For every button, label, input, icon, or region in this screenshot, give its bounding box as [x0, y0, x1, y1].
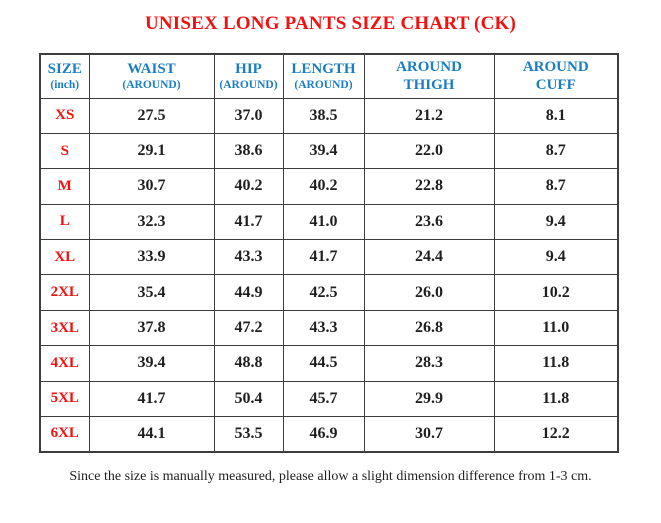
- measurement-cell: 33.9: [88, 239, 215, 276]
- measurement-cell: 21.2: [363, 97, 495, 134]
- size-label-cell: 2XL: [39, 274, 90, 311]
- measurement-cell: 29.1: [88, 132, 215, 170]
- col-header-length-line2: (AROUND): [294, 78, 353, 91]
- measurement-cell: 30.7: [363, 416, 495, 453]
- measurement-cell: 11.8: [493, 380, 619, 418]
- measurement-cell: 22.0: [363, 132, 495, 170]
- measurement-cell: 29.9: [363, 380, 495, 418]
- measurement-cell: 42.5: [282, 274, 365, 311]
- measurement-cell: 10.2: [493, 274, 619, 311]
- measurement-cell: 41.0: [282, 203, 365, 241]
- col-header-hip: HIP (AROUND): [213, 53, 284, 99]
- size-label-cell: 4XL: [39, 345, 90, 382]
- col-header-waist: WAIST (AROUND): [88, 53, 215, 99]
- table-row: 4XL 39.4 48.8 44.5 28.3 11.8: [39, 345, 619, 382]
- table-row: XL 33.9 43.3 41.7 24.4 9.4: [39, 239, 619, 276]
- measurement-cell: 41.7: [88, 380, 215, 418]
- header-row: SIZE (inch) WAIST (AROUND) HIP (AROUND) …: [39, 53, 619, 99]
- table-row: 2XL 35.4 44.9 42.5 26.0 10.2: [39, 274, 619, 311]
- size-label-cell: 3XL: [39, 309, 90, 347]
- size-label-cell: 5XL: [39, 380, 90, 418]
- measurement-cell: 9.4: [493, 239, 619, 276]
- col-header-hip-line2: (AROUND): [219, 78, 278, 91]
- measurement-cell: 38.6: [213, 132, 284, 170]
- measurement-cell: 28.3: [363, 345, 495, 382]
- col-header-length-line1: LENGTH: [291, 60, 356, 77]
- col-header-around-cuff-line2: CUFF: [535, 77, 576, 94]
- size-chart-table: SIZE (inch) WAIST (AROUND) HIP (AROUND) …: [39, 53, 619, 453]
- col-header-around-thigh-line2: THIGH: [403, 77, 455, 94]
- size-label-cell: S: [39, 132, 90, 170]
- measurement-cell: 8.7: [493, 132, 619, 170]
- measurement-cell: 23.6: [363, 203, 495, 241]
- measurement-cell: 50.4: [213, 380, 284, 418]
- size-label-cell: M: [39, 168, 90, 205]
- col-header-around-thigh-line1: AROUND: [396, 58, 462, 75]
- measurement-cell: 39.4: [88, 345, 215, 382]
- measurement-cell: 43.3: [213, 239, 284, 276]
- table-row: S 29.1 38.6 39.4 22.0 8.7: [39, 132, 619, 170]
- size-label-cell: XS: [39, 97, 90, 134]
- col-header-size-line1: SIZE: [47, 60, 82, 77]
- table-row: 6XL 44.1 53.5 46.9 30.7 12.2: [39, 416, 619, 453]
- measurement-cell: 30.7: [88, 168, 215, 205]
- col-header-around-cuff: AROUND CUFF: [493, 53, 619, 99]
- measurement-cell: 9.4: [493, 203, 619, 241]
- measurement-cell: 39.4: [282, 132, 365, 170]
- measurement-cell: 37.8: [88, 309, 215, 347]
- measurement-cell: 8.7: [493, 168, 619, 205]
- measurement-cell: 43.3: [282, 309, 365, 347]
- col-header-waist-line2: (AROUND): [122, 78, 181, 91]
- size-label-cell: L: [39, 203, 90, 241]
- measurement-cell: 32.3: [88, 203, 215, 241]
- col-header-around-thigh: AROUND THIGH: [363, 53, 495, 99]
- table-row: XS 27.5 37.0 38.5 21.2 8.1: [39, 97, 619, 134]
- col-header-size: SIZE (inch): [39, 53, 90, 99]
- measurement-cell: 44.9: [213, 274, 284, 311]
- table-row: M 30.7 40.2 40.2 22.8 8.7: [39, 168, 619, 205]
- table-header: SIZE (inch) WAIST (AROUND) HIP (AROUND) …: [39, 53, 619, 99]
- measurement-cell: 46.9: [282, 416, 365, 453]
- measurement-cell: 41.7: [282, 239, 365, 276]
- measurement-cell: 22.8: [363, 168, 495, 205]
- measurement-cell: 44.5: [282, 345, 365, 382]
- measurement-cell: 44.1: [88, 416, 215, 453]
- size-label-cell: 6XL: [39, 416, 90, 453]
- footer-note: Since the size is manually measured, ple…: [69, 468, 592, 484]
- measurement-cell: 40.2: [282, 168, 365, 205]
- measurement-cell: 45.7: [282, 380, 365, 418]
- measurement-cell: 48.8: [213, 345, 284, 382]
- measurement-cell: 38.5: [282, 97, 365, 134]
- measurement-cell: 26.8: [363, 309, 495, 347]
- measurement-cell: 26.0: [363, 274, 495, 311]
- measurement-cell: 40.2: [213, 168, 284, 205]
- measurement-cell: 37.0: [213, 97, 284, 134]
- measurement-cell: 47.2: [213, 309, 284, 347]
- table-row: 5XL 41.7 50.4 45.7 29.9 11.8: [39, 380, 619, 418]
- size-chart-page: UNISEX LONG PANTS SIZE CHART (CK) SIZE (…: [0, 13, 661, 523]
- col-header-size-line2: (inch): [50, 78, 80, 91]
- table-body: XS 27.5 37.0 38.5 21.2 8.1 S 29.1 38.6 39.4 22.0 8.…: [39, 97, 619, 453]
- measurement-cell: 12.2: [493, 416, 619, 453]
- measurement-cell: 11.8: [493, 345, 619, 382]
- col-header-hip-line1: HIP: [235, 60, 262, 77]
- col-header-around-cuff-line1: AROUND: [522, 58, 589, 75]
- table-row: L 32.3 41.7 41.0 23.6 9.4: [39, 203, 619, 241]
- measurement-cell: 11.0: [493, 309, 619, 347]
- page-title: UNISEX LONG PANTS SIZE CHART (CK): [144, 13, 517, 34]
- col-header-length: LENGTH (AROUND): [282, 53, 365, 99]
- measurement-cell: 27.5: [88, 97, 215, 134]
- measurement-cell: 53.5: [213, 416, 284, 453]
- measurement-cell: 8.1: [493, 97, 619, 134]
- measurement-cell: 41.7: [213, 203, 284, 241]
- size-label-cell: XL: [39, 239, 90, 276]
- measurement-cell: 35.4: [88, 274, 215, 311]
- col-header-waist-line1: WAIST: [127, 60, 176, 77]
- table-row: 3XL 37.8 47.2 43.3 26.8 11.0: [39, 309, 619, 347]
- measurement-cell: 24.4: [363, 239, 495, 276]
